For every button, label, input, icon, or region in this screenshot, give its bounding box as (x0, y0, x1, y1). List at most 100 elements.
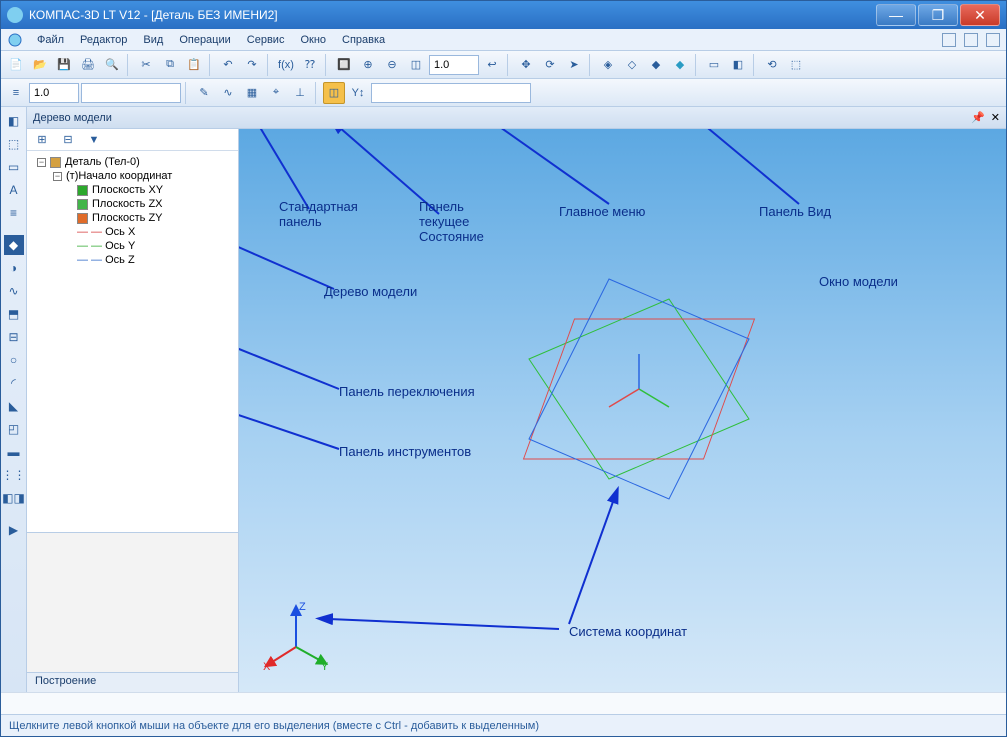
maximize-button[interactable]: ❐ (918, 4, 958, 26)
planes-sketch (239, 129, 999, 689)
undo-icon[interactable]: ↶ (217, 54, 239, 76)
tree-properties (27, 532, 238, 672)
menu-editor[interactable]: Редактор (74, 32, 133, 48)
menu-operations[interactable]: Операции (173, 32, 236, 48)
shaded-color-icon[interactable]: ◆ (669, 54, 691, 76)
tree-toolbar: ⊞ ⊟ ▼ (27, 129, 238, 151)
perspective-icon[interactable]: ▭ (703, 54, 725, 76)
coordinate-triad: Z X Y (261, 602, 331, 672)
mode-text-icon[interactable]: A (4, 180, 24, 200)
app-window: КОМПАС-3D LT V12 - [Деталь БЕЗ ИМЕНИ2] —… (0, 0, 1007, 737)
tool-revolve-icon[interactable]: ◑ (4, 258, 24, 278)
menu-file[interactable]: Файл (31, 32, 70, 48)
tool-rib-icon[interactable]: ▬ (4, 442, 24, 462)
menu-service[interactable]: Сервис (241, 32, 291, 48)
close-button[interactable]: ✕ (960, 4, 1000, 26)
new-icon[interactable]: 📄 (5, 54, 27, 76)
paste-icon[interactable]: 📋 (183, 54, 205, 76)
preview-icon[interactable]: 🔍 (101, 54, 123, 76)
sketch-icon[interactable]: ✎ (193, 82, 215, 104)
save-icon[interactable]: 💾 (53, 54, 75, 76)
tool-fillet-icon[interactable]: ◜ (4, 373, 24, 393)
menu-help[interactable]: Справка (336, 32, 391, 48)
annot-main-menu: Главное меню (559, 204, 645, 219)
hidden-icon[interactable]: ◇ (621, 54, 643, 76)
tool-loft-icon[interactable]: ⬒ (4, 304, 24, 324)
tree-close-icon[interactable]: ✕ (991, 111, 1000, 124)
tool-mirror-icon[interactable]: ◧◨ (4, 488, 24, 508)
tool-sweep-icon[interactable]: ∿ (4, 281, 24, 301)
wireframe-icon[interactable]: ◈ (597, 54, 619, 76)
tree-axis-y[interactable]: — — Ось Y (31, 239, 234, 253)
mdi-minimize-icon[interactable] (942, 33, 956, 47)
fx-icon[interactable]: f(x) (275, 54, 297, 76)
mode-assembly-icon[interactable]: ⬚ (4, 134, 24, 154)
refresh-icon[interactable]: ⟲ (761, 54, 783, 76)
tree-plane-xy[interactable]: Плоскость XY (31, 183, 234, 197)
tool-extrude-icon[interactable]: ◆ (4, 235, 24, 255)
cut-icon[interactable]: ✂ (135, 54, 157, 76)
model-viewport[interactable]: Z X Y Стандартная панель Панель текущее … (239, 129, 1006, 692)
app-menu-icon[interactable] (7, 32, 23, 48)
snap-icon[interactable]: ⌖ (265, 82, 287, 104)
tool-hole-icon[interactable]: ○ (4, 350, 24, 370)
status-text: Щелкните левой кнопкой мыши на объекте д… (9, 720, 539, 732)
coord-toggle-icon[interactable]: ◫ (323, 82, 345, 104)
redo-icon[interactable]: ↷ (241, 54, 263, 76)
tree-axis-z[interactable]: — — Ось Z (31, 253, 234, 267)
mode-spec-icon[interactable]: ≡ (4, 203, 24, 223)
tree-filter-icon[interactable]: ▼ (83, 129, 105, 151)
tree-plane-zy[interactable]: Плоскость ZY (31, 211, 234, 225)
tool-pattern-icon[interactable]: ⋮⋮ (4, 465, 24, 485)
ortho-icon[interactable]: ⊥ (289, 82, 311, 104)
copy-icon[interactable]: ⧉ (159, 54, 181, 76)
switch-panel: ◧ ⬚ ▭ A ≡ ◆ ◑ ∿ ⬒ ⊟ ○ ◜ ◣ ◰ ▬ ⋮⋮ ◧◨ ▶ (1, 107, 27, 692)
tool-cut-icon[interactable]: ⊟ (4, 327, 24, 347)
curve-icon[interactable]: ∿ (217, 82, 239, 104)
tree-title: Дерево модели (33, 112, 965, 124)
coord-input[interactable] (371, 83, 531, 103)
annot-model-tree: Дерево модели (324, 284, 417, 299)
mdi-restore-icon[interactable] (964, 33, 978, 47)
standard-toolbar: 📄 📂 💾 🖨 🔍 ✂ ⧉ 📋 ↶ ↷ f(x) ⁇ 🔲 ⊕ ⊖ ◫ 1.0 ↩… (1, 51, 1006, 79)
minimize-button[interactable]: — (876, 4, 916, 26)
menu-window[interactable]: Окно (294, 32, 332, 48)
tool-chamfer-icon[interactable]: ◣ (4, 396, 24, 416)
tree-axis-x[interactable]: — — Ось X (31, 225, 234, 239)
orient-icon[interactable]: ➤ (563, 54, 585, 76)
help-cursor-icon[interactable]: ⁇ (299, 54, 321, 76)
part-icon[interactable]: Y↕ (347, 82, 369, 104)
tree-root[interactable]: −Деталь (Тел-0) (31, 155, 234, 169)
tool-shell-icon[interactable]: ◰ (4, 419, 24, 439)
zoom-window-icon[interactable]: ◫ (405, 54, 427, 76)
tree-tab[interactable]: Построение (27, 672, 238, 692)
section-icon[interactable]: ◧ (727, 54, 749, 76)
layer-icon[interactable]: ≡ (5, 82, 27, 104)
print-icon[interactable]: 🖨 (77, 54, 99, 76)
zoom-dropdown[interactable]: 1.0 (429, 55, 479, 75)
app-icon (7, 7, 23, 23)
rebuild-icon[interactable]: ⬚ (785, 54, 807, 76)
zoom-prev-icon[interactable]: ↩ (481, 54, 503, 76)
tool-play-icon[interactable]: ▶ (4, 520, 24, 540)
tree-collapse-icon[interactable]: ⊟ (57, 129, 79, 151)
mode-part-icon[interactable]: ◧ (4, 111, 24, 131)
tree-origin[interactable]: −(т)Начало координат (31, 169, 234, 183)
zoom-fit-icon[interactable]: 🔲 (333, 54, 355, 76)
shaded-icon[interactable]: ◆ (645, 54, 667, 76)
zoom-out-icon[interactable]: ⊖ (381, 54, 403, 76)
tree-plane-zx[interactable]: Плоскость ZX (31, 197, 234, 211)
menu-view[interactable]: Вид (137, 32, 169, 48)
tree-expand-icon[interactable]: ⊞ (31, 129, 53, 151)
mdi-close-icon[interactable] (986, 33, 1000, 47)
scale-dropdown[interactable]: 1.0 (29, 83, 79, 103)
open-icon[interactable]: 📂 (29, 54, 51, 76)
annot-state-panel: Панель текущее Состояние (419, 199, 484, 244)
rotate-icon[interactable]: ⟳ (539, 54, 561, 76)
tree-pin-icon[interactable]: 📌 (971, 111, 985, 124)
layer-dropdown[interactable] (81, 83, 181, 103)
zoom-in-icon[interactable]: ⊕ (357, 54, 379, 76)
grid-icon[interactable]: ▦ (241, 82, 263, 104)
mode-sheet-icon[interactable]: ▭ (4, 157, 24, 177)
pan-icon[interactable]: ✥ (515, 54, 537, 76)
